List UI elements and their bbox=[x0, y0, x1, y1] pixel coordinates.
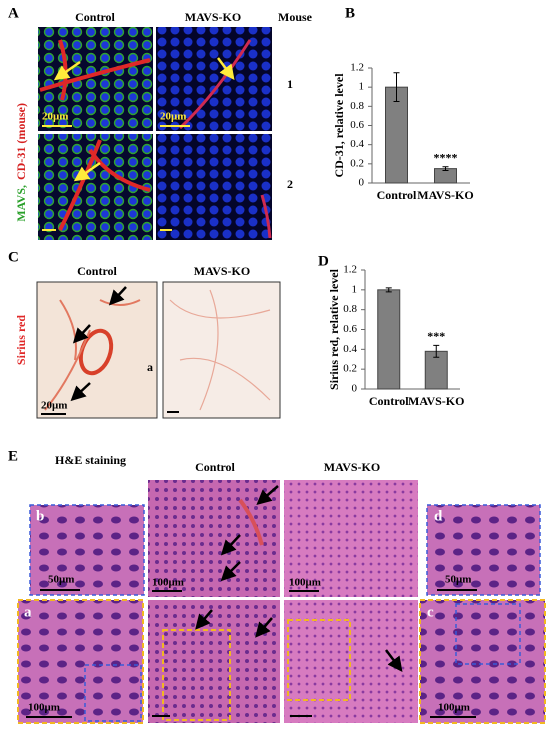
y-tick-label: 0.8 bbox=[350, 100, 364, 112]
scale-bar-label: 20μm bbox=[160, 111, 186, 123]
fibers bbox=[169, 289, 271, 411]
scale-bar-label: 20μm bbox=[41, 400, 67, 412]
y-tick-label: 0.4 bbox=[350, 138, 364, 150]
inset-box bbox=[84, 664, 142, 722]
stain-label: Sirius red bbox=[14, 315, 28, 365]
bar bbox=[377, 289, 401, 390]
error-bar bbox=[442, 166, 449, 172]
arrow bbox=[255, 617, 273, 638]
y-tick-label: 0.6 bbox=[343, 323, 357, 335]
inset-label: b bbox=[36, 508, 44, 524]
inset-box bbox=[455, 603, 521, 665]
error-bar bbox=[393, 72, 400, 103]
micrograph bbox=[148, 600, 280, 723]
micrograph bbox=[284, 600, 418, 723]
error-bar bbox=[433, 344, 440, 358]
column-header: Mouse bbox=[278, 10, 313, 24]
y-tick-label: 0.4 bbox=[343, 343, 357, 355]
column-header: MAVS-KO bbox=[194, 264, 250, 278]
inset bbox=[17, 599, 144, 724]
panel-label: B bbox=[345, 5, 355, 21]
panel-label: D bbox=[318, 253, 329, 269]
panel-label: E bbox=[8, 448, 18, 464]
x-tick-label: MAVS-KO bbox=[417, 188, 473, 202]
inset-box bbox=[287, 619, 351, 701]
inset-box bbox=[162, 629, 231, 721]
vessel bbox=[238, 498, 264, 546]
x-tick-label: MAVS-KO bbox=[408, 394, 464, 408]
y-tick-label: 0 bbox=[352, 383, 358, 395]
significance: *** bbox=[427, 329, 445, 343]
micrograph bbox=[284, 480, 418, 597]
arrow bbox=[73, 161, 101, 182]
significance: **** bbox=[434, 150, 458, 164]
arrow bbox=[256, 485, 279, 505]
vessel bbox=[58, 139, 151, 231]
scale-bar-label: 50μm bbox=[445, 574, 471, 586]
arrow bbox=[385, 649, 403, 672]
column-header: Control bbox=[195, 460, 235, 474]
x-tick-label: Control bbox=[369, 394, 409, 408]
arrow bbox=[108, 286, 127, 306]
scale-bar-label: 100μm bbox=[438, 702, 470, 714]
arrow bbox=[217, 57, 235, 80]
column-header: Control bbox=[75, 10, 115, 24]
arrow bbox=[72, 324, 91, 344]
marker-label: a bbox=[147, 360, 153, 374]
micrograph bbox=[156, 134, 272, 240]
y-tick-label: 0.2 bbox=[343, 363, 357, 375]
y-tick-label: 1.2 bbox=[343, 264, 357, 276]
vessel bbox=[260, 194, 272, 239]
scale-bar-label: 100μm bbox=[28, 702, 60, 714]
inset bbox=[419, 599, 546, 724]
y-tick-label: 0 bbox=[359, 177, 365, 189]
inset-label: a bbox=[24, 604, 32, 620]
y-tick-label: 1 bbox=[352, 283, 358, 295]
column-header: Control bbox=[77, 264, 117, 278]
inset bbox=[426, 504, 541, 596]
panel-label: A bbox=[8, 5, 19, 21]
y-tick-label: 1.2 bbox=[350, 62, 364, 74]
scale-bar-label: 100μm bbox=[289, 577, 321, 589]
y-tick-label: 1 bbox=[359, 81, 365, 93]
error-bar bbox=[385, 287, 392, 293]
scale-bar-label: 100μm bbox=[152, 577, 184, 589]
y-tick-label: 0.2 bbox=[350, 157, 364, 169]
row-label: 1 bbox=[287, 77, 293, 91]
y-axis-label: CD-31, relative level bbox=[332, 73, 346, 178]
arrow bbox=[220, 534, 241, 556]
arrow bbox=[220, 561, 241, 582]
y-tick-label: 0.6 bbox=[350, 119, 364, 131]
y-tick-label: 0.8 bbox=[343, 303, 357, 315]
arrow bbox=[53, 60, 81, 81]
inset bbox=[29, 504, 145, 596]
scale-bar-label: 20μm bbox=[42, 111, 68, 123]
column-header: MAVS-KO bbox=[324, 460, 380, 474]
stain-label: MAVS, bbox=[14, 185, 28, 222]
arrow bbox=[70, 382, 91, 402]
column-header: MAVS-KO bbox=[185, 10, 241, 24]
micrograph bbox=[156, 27, 272, 131]
panel-title: H&E staining bbox=[55, 453, 126, 467]
inset-label: c bbox=[427, 604, 434, 620]
inset-label: d bbox=[434, 508, 443, 524]
vessel bbox=[178, 39, 252, 130]
x-tick-label: Control bbox=[377, 188, 417, 202]
row-label: 2 bbox=[287, 177, 293, 191]
panel-label: C bbox=[8, 249, 19, 265]
stain-label: CD-31 (mouse) bbox=[14, 103, 28, 180]
arrow bbox=[195, 609, 213, 630]
scale-bar-label: 50μm bbox=[48, 574, 74, 586]
micrograph bbox=[162, 281, 281, 419]
y-axis-label: Sirius red, relative level bbox=[327, 268, 341, 390]
